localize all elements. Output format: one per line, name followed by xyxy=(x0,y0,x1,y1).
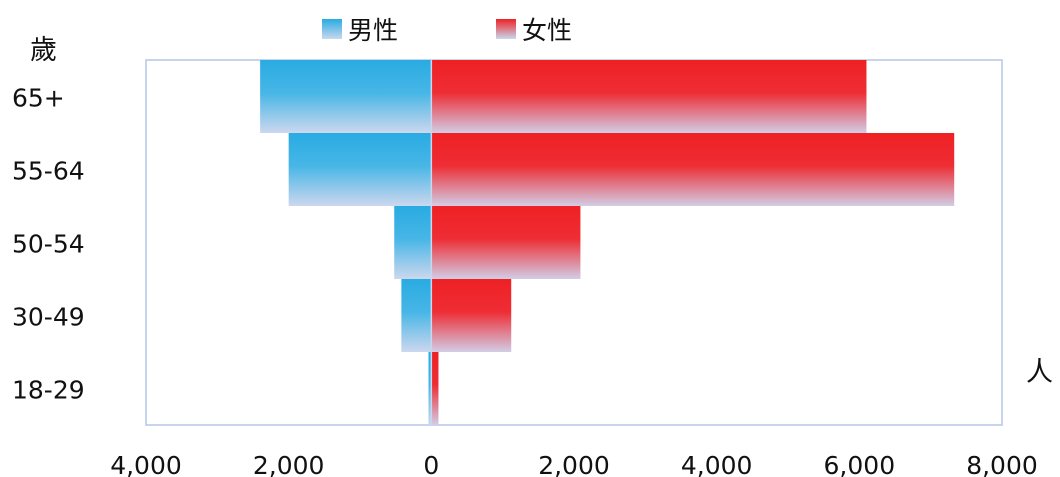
y-tick-label-30-49: 30-49 xyxy=(12,303,85,332)
x-axis-title: 人 xyxy=(1026,357,1053,388)
bar-male-50-54 xyxy=(394,206,432,279)
bar-female-55-64 xyxy=(431,133,955,206)
y-tick-label-65+: 65+ xyxy=(12,84,65,113)
y-tick-label-18-29: 18-29 xyxy=(12,376,85,405)
bar-male-30-49 xyxy=(401,279,432,352)
bar-male-65+ xyxy=(260,60,432,133)
legend-item-male: 男性 xyxy=(322,14,399,45)
bar-female-30-49 xyxy=(431,279,512,352)
x-tick-label: 6,000 xyxy=(824,451,896,477)
x-tick-label: 8,000 xyxy=(966,451,1038,477)
y-axis-title: 歲 xyxy=(30,35,57,66)
x-tick-label: 4,000 xyxy=(110,451,182,477)
legend-label-male: 男性 xyxy=(348,16,399,45)
x-tick-label: 0 xyxy=(423,451,439,477)
x-tick-label: 2,000 xyxy=(253,451,325,477)
bar-male-55-64 xyxy=(288,133,432,206)
legend-label-female: 女性 xyxy=(522,16,573,45)
y-tick-label-55-64: 55-64 xyxy=(12,157,85,186)
legend-swatch-female xyxy=(496,19,516,39)
bar-female-50-54 xyxy=(431,206,581,279)
bar-female-18-29 xyxy=(431,352,439,425)
y-tick-label-50-54: 50-54 xyxy=(12,230,85,259)
bar-male-18-29 xyxy=(428,352,432,425)
legend-item-female: 女性 xyxy=(496,14,573,45)
x-tick-label: 4,000 xyxy=(681,451,753,477)
x-tick-label: 2,000 xyxy=(538,451,610,477)
legend-swatch-male xyxy=(322,19,342,39)
bar-female-65+ xyxy=(431,60,867,133)
